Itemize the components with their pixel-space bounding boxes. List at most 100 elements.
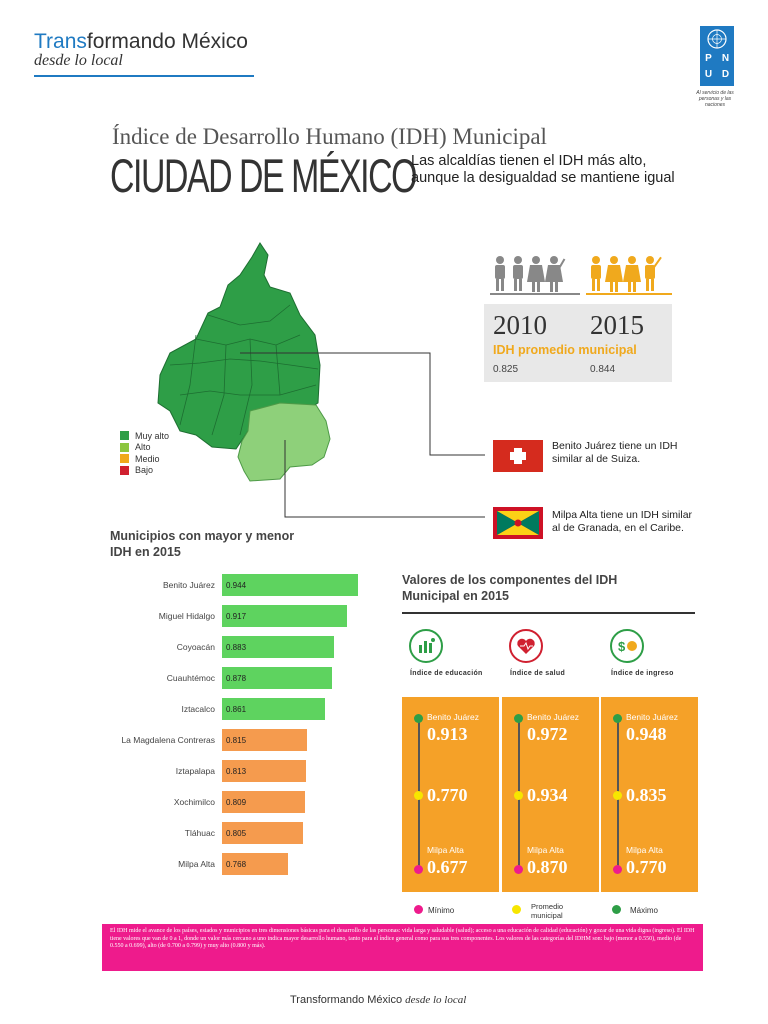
health-column: Benito Juárez 0.972 0.934 Milpa Alta 0.8… [502, 697, 599, 892]
year-2015: 2015 [590, 310, 644, 340]
min-name: Milpa Alta [626, 845, 663, 855]
municipio-name: Coyoacán [176, 642, 215, 652]
suiza-connector [240, 352, 485, 456]
key-max-dot [612, 905, 621, 914]
income-icon: $ [610, 629, 644, 663]
legend-item: Medio [120, 453, 169, 465]
municipio-row: Iztapalapa 0.813 [100, 760, 306, 782]
municipio-name: Xochimilco [173, 797, 215, 807]
idh-summary-box: 2010 2015 IDH promedio municipal 0.825 0… [484, 304, 672, 382]
municipio-row: Benito Juárez 0.944 [100, 574, 358, 596]
municipio-name: La Magdalena Contreras [121, 735, 215, 745]
min-name: Milpa Alta [527, 845, 564, 855]
education-column: Benito Juárez 0.913 0.770 Milpa Alta 0.6… [402, 697, 499, 892]
municipio-row: Xochimilco 0.809 [100, 791, 305, 813]
page-title: CIUDAD DE MÉXICO [110, 149, 417, 202]
income-column: Benito Juárez 0.948 0.835 Milpa Alta 0.7… [601, 697, 698, 892]
year-2010: 2010 [493, 310, 547, 340]
idh-value-2015: 0.844 [590, 364, 616, 375]
health-icon [509, 629, 543, 663]
min-value: 0.870 [527, 857, 568, 877]
municipio-bar: 0.813 [222, 760, 306, 782]
municipios-title: Municipios con mayor y menor IDH en 2015 [110, 529, 295, 559]
brand-subtitle: desde lo local [34, 52, 123, 69]
min-value: 0.677 [427, 857, 468, 877]
cdmx-map [157, 242, 485, 518]
max-value: 0.948 [626, 724, 667, 744]
municipio-name: Benito Juárez [163, 580, 215, 590]
municipio-bar: 0.815 [222, 729, 307, 751]
pnud-logo: P N U D [700, 26, 734, 86]
key-avg-label: Promedio municipal [531, 902, 564, 920]
max-value: 0.913 [427, 724, 468, 744]
municipio-name: Cuauhtémoc [166, 673, 215, 683]
municipio-value: 0.805 [226, 828, 247, 838]
municipio-value: 0.768 [226, 859, 247, 869]
people-2015-icon [586, 256, 672, 295]
key-max-label: Máximo [630, 906, 659, 915]
health-heading: Índice de salud [510, 670, 566, 677]
education-heading: Índice de educación [410, 670, 483, 677]
municipio-row: Milpa Alta 0.768 [100, 853, 288, 875]
municipio-value: 0.883 [226, 642, 247, 652]
granada-note: Milpa Alta tiene un IDH similar al de Gr… [552, 509, 693, 534]
idh-value-2010: 0.825 [493, 364, 519, 375]
max-value: 0.972 [527, 724, 568, 744]
page-subtitle: Índice de Desarrollo Humano (IDH) Munici… [112, 124, 547, 149]
municipio-row: Coyoacán 0.883 [100, 636, 334, 658]
max-name: Benito Juárez [427, 712, 479, 722]
municipio-row: La Magdalena Contreras 0.815 [100, 729, 307, 751]
brand-title: Transformando México [34, 30, 248, 53]
municipio-row: Miguel Hidalgo 0.917 [100, 605, 347, 627]
avg-value: 0.770 [427, 785, 468, 805]
map-region-alto [237, 402, 331, 482]
brand-divider [34, 75, 254, 77]
max-name: Benito Juárez [626, 712, 678, 722]
max-name: Benito Juárez [527, 712, 579, 722]
municipio-value: 0.815 [226, 735, 247, 745]
switzerland-flag-icon [493, 440, 543, 472]
legend-item: Bajo [120, 465, 169, 477]
education-icon [409, 629, 443, 663]
municipio-name: Iztapalapa [175, 766, 215, 776]
headline: Las alcaldías tienen el IDH más alto, au… [411, 153, 675, 186]
municipio-value: 0.813 [226, 766, 247, 776]
legend-item: Alto [120, 442, 169, 454]
pnud-tagline: Al servicio de las personas y las nacion… [696, 90, 734, 108]
avg-dot [514, 791, 523, 800]
municipio-bar: 0.805 [222, 822, 303, 844]
municipio-value: 0.944 [226, 580, 247, 590]
legend-swatch [120, 454, 129, 464]
municipio-bar: 0.809 [222, 791, 305, 813]
min-name: Milpa Alta [427, 845, 464, 855]
income-heading: Índice de ingreso [611, 670, 674, 677]
municipio-value: 0.809 [226, 797, 247, 807]
map-legend: Muy alto Alto Medio Bajo [120, 430, 169, 476]
legend-swatch [120, 442, 129, 452]
municipio-value: 0.917 [226, 611, 247, 621]
footer-brand: Transformando México desde lo local [290, 994, 467, 1006]
avg-dot [613, 791, 622, 800]
municipio-bar: 0.917 [222, 605, 347, 627]
min-dot [514, 865, 523, 874]
min-value: 0.770 [626, 857, 667, 877]
key-min-dot [414, 905, 423, 914]
municipio-bar: 0.861 [222, 698, 325, 720]
municipio-name: Iztacalco [181, 704, 215, 714]
municipio-bar: 0.944 [222, 574, 358, 596]
min-dot [613, 865, 622, 874]
granada-connector [284, 440, 485, 518]
legend-item: Muy alto [120, 430, 169, 442]
suiza-note: Benito Juárez tiene un IDH similar al de… [552, 440, 678, 465]
key-avg-dot [512, 905, 521, 914]
idh-promedio-label: IDH promedio municipal [493, 343, 637, 357]
componentes-divider [402, 612, 695, 614]
legend-swatch [120, 431, 129, 441]
municipio-row: Tláhuac 0.805 [100, 822, 303, 844]
componentes-title: Valores de los componentes del IDH Munic… [402, 573, 618, 603]
avg-dot [414, 791, 423, 800]
municipio-value: 0.878 [226, 673, 247, 683]
max-dot [514, 714, 523, 723]
people-2010-icon [490, 256, 580, 295]
svg-text:$: $ [618, 639, 626, 654]
